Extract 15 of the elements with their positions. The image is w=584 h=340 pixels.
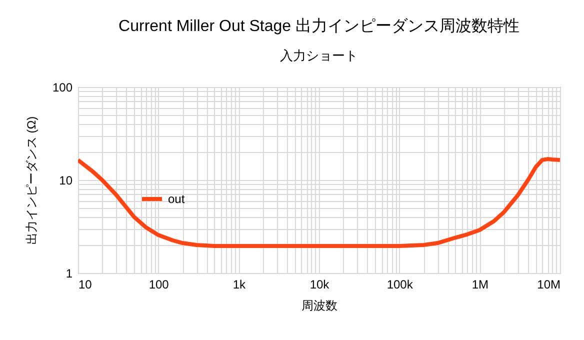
chart-title: Current Miller Out Stage 出力インピーダンス周波数特性 — [118, 17, 520, 35]
chart-subtitle: 入力ショート — [280, 48, 358, 63]
x-tick-label: 100k — [386, 278, 414, 292]
y-tick-label: 1 — [66, 266, 73, 280]
x-tick-label: 10k — [310, 278, 330, 292]
x-tick-label: 1M — [472, 278, 489, 292]
y-tick-label: 10 — [59, 174, 73, 188]
y-axis-title: 出力インピーダンス (Ω) — [24, 116, 38, 245]
y-tick-label: 100 — [52, 80, 73, 94]
x-tick-label: 10 — [78, 278, 92, 292]
x-tick-label: 10M — [537, 278, 561, 292]
x-tick-label: 100 — [148, 278, 170, 292]
x-axis-title: 周波数 — [302, 298, 338, 312]
x-tick-label: 1k — [232, 278, 246, 292]
legend-label: out — [168, 192, 186, 206]
